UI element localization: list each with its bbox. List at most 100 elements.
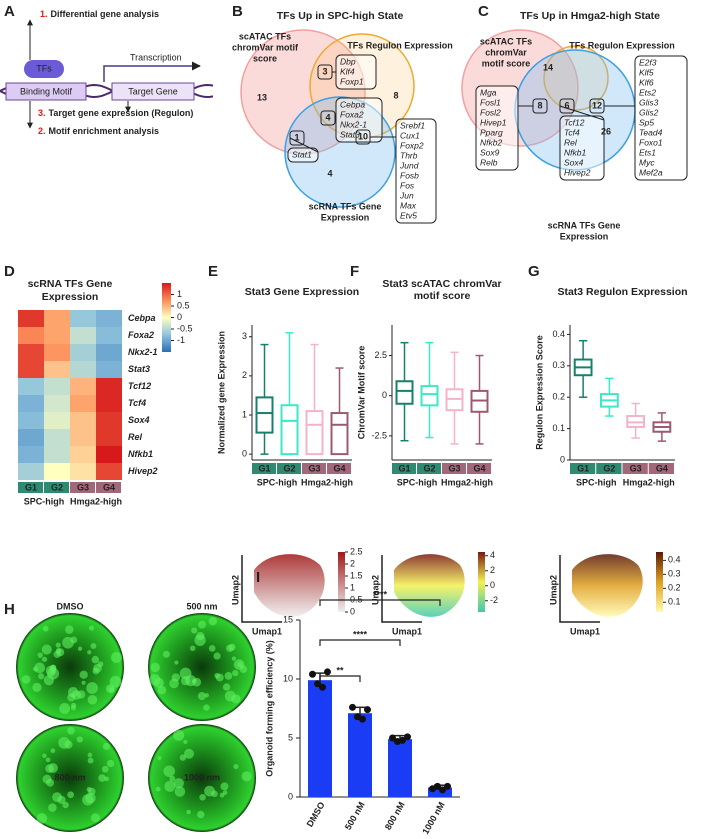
data-point [399,736,406,744]
set-label: scATAC TFs [239,31,291,41]
organoid [219,792,225,798]
organoid [174,660,179,665]
column-label: G2 [423,463,435,473]
y-tick-label: -2.5 [371,430,387,440]
organoid [53,650,61,658]
gene-box [559,115,605,181]
significance-label: **** [353,629,368,639]
group-bar [622,463,648,474]
image-label: 500 nm [186,601,217,611]
step: 2. Motif enrichment analysis [38,126,159,136]
tfs-label: TFs [36,63,52,73]
column-label: G1 [577,463,589,473]
group-bar [327,463,351,474]
organoid [62,636,74,649]
gene-name: Klf4 [340,66,355,76]
binding-motif-label: Binding Motif [20,86,73,96]
region-count: 3 [322,66,327,76]
organoid [36,813,48,824]
organoid [42,753,47,758]
panel-title: TFs Up in Hmga2-high State [520,10,660,22]
gene-label: Nfkb1 [128,449,153,459]
panel-title: motif score [414,290,471,302]
organoid [163,765,175,778]
organoid [55,642,61,648]
group-bar [302,463,326,474]
bar [308,680,332,797]
gene-label: Tcf12 [128,381,151,391]
organoid [76,736,83,743]
set-label: scATAC TFs [480,36,532,46]
region-count: 8 [537,100,542,110]
heatmap-cell [44,361,70,378]
heatmap-cell [18,310,44,327]
colorbar-label: 0 [350,606,355,616]
gene-name: Foxp1 [340,76,364,86]
organoid [224,672,233,680]
heatmap-cell [96,463,122,480]
gene-name: Sox4 [564,157,584,167]
gene-name: E2f3 [639,57,657,67]
gene-label: Rel [128,432,143,442]
box [330,412,349,456]
colorbar-label: -2 [490,595,498,605]
organoid [67,726,75,735]
organoid [211,790,218,798]
gene-name: Stat1 [292,149,312,159]
y-axis-label: ChromVar Motif score [356,346,366,440]
organoid [87,752,93,758]
organoid [87,757,94,764]
column-label: G1 [398,463,410,473]
colorbar-label: 0.1 [668,597,681,607]
organoid [173,729,185,741]
group-bar [648,463,674,474]
step-text: Motif enrichment analysis [49,126,160,136]
organoid [215,673,224,682]
group-bar [570,463,596,474]
colorbar-label: 2 [490,565,495,575]
colorbar [478,552,485,612]
set-label: score [253,53,277,63]
organoid [179,667,192,680]
heatmap-cell [44,310,70,327]
organoid [192,678,197,684]
region-count: 26 [601,126,611,136]
gene-name: Stat3 [340,129,360,139]
organoid [196,631,205,641]
heatmap-cell [44,429,70,446]
significance-label: ** [336,665,344,675]
organoid [70,705,76,711]
set-label: motif score [482,58,531,68]
organoid [101,765,109,773]
colorbar-label: 4 [490,550,495,560]
gene-name: Fosl1 [480,97,501,107]
umap-x-label: Umap1 [392,626,422,636]
colorbar-label: 1 [177,289,182,299]
region-count: 8 [393,90,398,100]
transcription-label: Transcription [130,52,182,62]
data-point [349,703,356,711]
gene-label: Hivep2 [128,466,158,476]
heatmap-cell [44,344,70,361]
organoid [79,670,88,679]
organoid [220,782,229,791]
gene-name: Ets1 [639,147,656,157]
column-label: G1 [25,482,37,492]
region-count: 4 [327,168,332,178]
organoid [174,786,186,797]
heatmap-cell [18,395,44,412]
gene-name: Foxa2 [340,109,364,119]
region-count: 13 [257,92,267,102]
colorbar [338,552,345,612]
gene-box [287,147,319,163]
gene-name: Fosl2 [480,107,501,117]
heatmap-cell [18,463,44,480]
y-tick-label: 2 [242,370,247,380]
data-point [389,734,396,742]
organoid [208,644,216,652]
y-tick-label: 0 [560,454,565,464]
y-axis-label: Normalized gene Expression [216,331,226,454]
region-count: 10 [358,131,368,141]
column-label: G1 [258,463,270,473]
panel-title: Stat3 scATAC chromVar [382,278,501,290]
